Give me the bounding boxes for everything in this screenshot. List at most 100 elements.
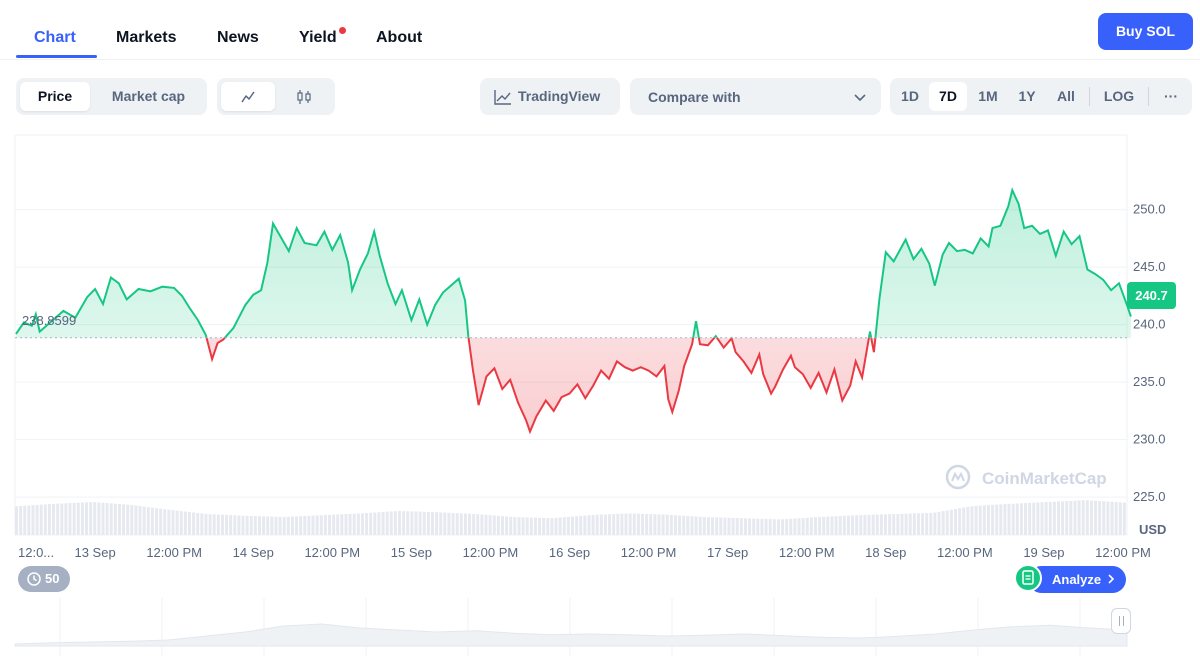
volume-bar — [496, 515, 500, 535]
volume-bar — [995, 504, 999, 535]
y-tick-label: 230.0 — [1133, 432, 1166, 447]
events-badge[interactable]: 50 — [18, 566, 70, 592]
tab-yield[interactable]: Yield — [299, 29, 337, 46]
volume-bar — [233, 515, 237, 535]
volume-bar — [694, 516, 698, 535]
price-tab[interactable]: Price — [20, 82, 90, 111]
tradingview-icon — [494, 90, 511, 105]
volume-bar — [1089, 500, 1093, 535]
volume-bar — [756, 518, 760, 535]
volume-bar — [492, 515, 496, 535]
volume-bar — [278, 516, 282, 535]
volume-bar — [982, 505, 986, 535]
volume-bar — [739, 518, 743, 535]
volume-bar — [1065, 501, 1069, 535]
volume-bar — [752, 518, 756, 535]
volume-bar — [929, 512, 933, 535]
range-navigator[interactable] — [0, 596, 1200, 656]
volume-bar — [641, 513, 645, 535]
volume-bar — [673, 515, 677, 535]
market-cap-tab[interactable]: Market cap — [111, 88, 186, 104]
price-line-down — [205, 337, 877, 435]
y-tick-label: 240.0 — [1133, 317, 1166, 332]
tab-news[interactable]: News — [217, 29, 259, 46]
volume-bar — [768, 519, 772, 535]
volume-bar — [653, 514, 657, 535]
volume-bar — [171, 510, 175, 535]
range-7d[interactable]: 7D — [929, 82, 967, 111]
x-tick-label: 12:00 PM — [620, 545, 677, 560]
price-chart[interactable]: CoinMarketCap 250.0245.0240.0235.0230.02… — [0, 130, 1200, 545]
range-all[interactable]: All — [1057, 88, 1075, 104]
volume-bar — [727, 517, 731, 535]
history-icon — [27, 572, 41, 586]
candlestick-chart-button[interactable] — [277, 82, 331, 111]
tab-about[interactable]: About — [376, 29, 423, 46]
volume-bar — [896, 513, 900, 535]
volume-bars — [15, 500, 1126, 535]
tab-chart[interactable]: Chart — [34, 29, 76, 46]
buy-sol-button[interactable]: Buy SOL — [1098, 13, 1193, 50]
more-options-button[interactable]: ··· — [1164, 88, 1178, 104]
volume-bar — [398, 511, 402, 535]
volume-bar — [381, 511, 385, 535]
volume-bar — [101, 502, 105, 535]
volume-bar — [925, 513, 929, 535]
range-divider — [1148, 87, 1149, 106]
volume-bar — [937, 511, 941, 535]
volume-bar — [1122, 502, 1126, 535]
volume-bar — [138, 506, 142, 535]
tradingview-button[interactable]: TradingView — [480, 78, 620, 115]
analyze-button[interactable]: Analyze — [1028, 566, 1126, 593]
volume-bar — [319, 515, 323, 535]
volume-bar — [56, 503, 60, 535]
volume-bar — [39, 504, 43, 535]
volume-bar — [1040, 502, 1044, 535]
volume-bar — [43, 504, 47, 535]
top-nav: Chart Markets News Yield About Buy SOL — [0, 0, 1200, 60]
x-tick-label: 15 Sep — [390, 545, 432, 560]
volume-bar — [793, 518, 797, 535]
volume-bar — [447, 512, 451, 535]
volume-bar — [797, 518, 801, 535]
tab-markets[interactable]: Markets — [116, 29, 177, 46]
range-1m[interactable]: 1M — [978, 88, 998, 104]
volume-bar — [47, 504, 51, 535]
volume-bar — [517, 517, 521, 535]
volume-bar — [220, 514, 224, 535]
volume-bar — [323, 515, 327, 535]
line-chart-button[interactable] — [221, 82, 275, 111]
report-badge[interactable] — [1014, 564, 1042, 592]
volume-bar — [352, 513, 356, 535]
volume-bar — [566, 516, 570, 535]
compare-with-label: Compare with — [648, 89, 741, 105]
volume-bar — [208, 514, 212, 535]
volume-bar — [546, 518, 550, 535]
candlestick-icon — [297, 90, 311, 104]
volume-bar — [859, 515, 863, 535]
volume-bar — [513, 517, 517, 535]
document-icon — [1022, 570, 1034, 585]
volume-bar — [356, 513, 360, 535]
volume-bar — [410, 511, 414, 535]
x-tick-label: 17 Sep — [707, 545, 749, 560]
navigator-handle[interactable] — [1111, 608, 1131, 634]
volume-bar — [439, 512, 443, 535]
volume-bar — [805, 517, 809, 535]
volume-bar — [855, 515, 859, 535]
analyze-label: Analyze — [1052, 572, 1102, 587]
volume-bar — [1073, 500, 1077, 535]
compare-with-dropdown[interactable]: Compare with — [630, 78, 881, 115]
volume-bar — [723, 517, 727, 535]
x-tick-label: 12:00 PM — [1095, 545, 1151, 560]
range-1y[interactable]: 1Y — [1018, 88, 1036, 104]
volume-bar — [249, 515, 253, 535]
volume-bar — [414, 511, 418, 535]
volume-bar — [295, 516, 299, 535]
range-1d[interactable]: 1D — [901, 88, 919, 104]
volume-bar — [266, 516, 270, 535]
volume-bar — [163, 509, 167, 535]
volume-bar — [776, 519, 780, 535]
volume-bar — [760, 518, 764, 535]
log-scale-toggle[interactable]: LOG — [1103, 88, 1135, 104]
